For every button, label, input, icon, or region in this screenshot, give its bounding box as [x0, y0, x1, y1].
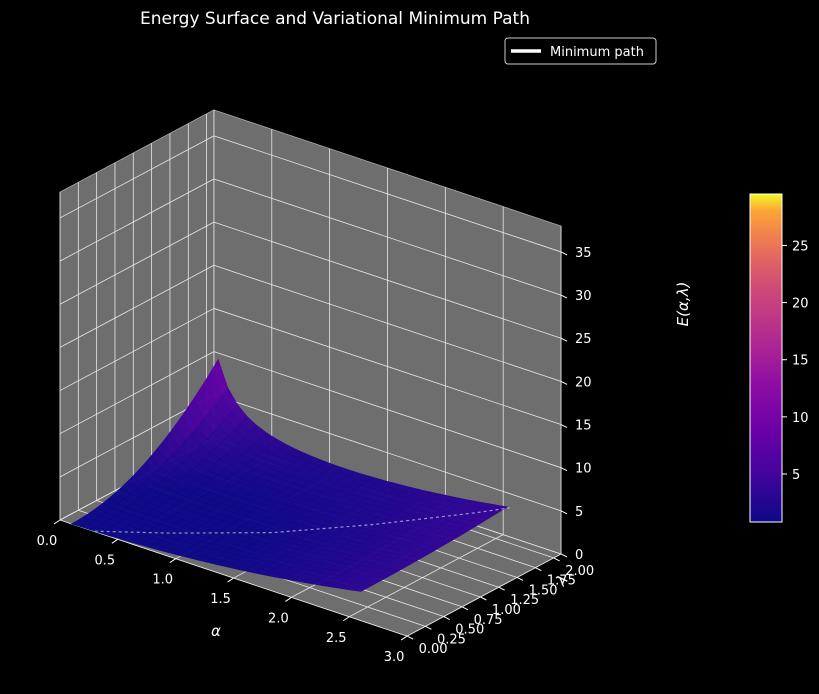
y-tick-mark — [461, 606, 469, 611]
colorbar-ticks: 5 10 15 20 25 — [782, 239, 809, 483]
y-tick-mark — [406, 635, 414, 640]
y-tick-mark — [480, 596, 487, 601]
grid-line-z — [59, 308, 215, 391]
colorbar: 5 10 15 20 25 — [749, 193, 809, 523]
colorbar-tick-label: 5 — [792, 468, 800, 483]
z-tick-mark — [560, 510, 568, 515]
colorbar-tick-label: 15 — [792, 354, 809, 369]
y-tick-label: 0.25 — [437, 632, 466, 647]
chart-title: Energy Surface and Variational Minimum P… — [140, 9, 530, 29]
z-tick-mark — [560, 467, 568, 472]
y-tick-label: 1.75 — [547, 574, 576, 589]
legend-box — [504, 37, 657, 65]
z-tick-label: 10 — [575, 462, 592, 477]
minimum-path-line — [94, 507, 510, 534]
grid-line-z — [213, 308, 562, 425]
x-tick-label: 2.0 — [268, 611, 289, 626]
z-tick-mark — [560, 294, 568, 299]
y-tick-mark — [553, 557, 560, 562]
x-tick-label: 0.5 — [95, 553, 116, 568]
z-tick-mark — [560, 251, 568, 256]
z-axis-ticks: 0 5 10 15 20 25 30 35 — [560, 246, 592, 563]
x-tick-mark — [53, 519, 61, 525]
grid-line-z — [59, 221, 215, 305]
y-tick-label: 0.00 — [419, 642, 448, 657]
grid-line-z — [213, 178, 562, 296]
x-tick-mark — [111, 538, 119, 544]
colorbar-tick-label: 25 — [792, 239, 809, 254]
y-tick-mark — [425, 625, 432, 630]
y-tick-label: 0.50 — [455, 623, 484, 638]
x-tick-mark — [342, 616, 350, 622]
x-tick-label: 0.0 — [37, 534, 58, 549]
grid-line-z — [213, 394, 562, 512]
y-tick-label: 1.00 — [492, 603, 521, 618]
grid-line-z — [213, 351, 562, 469]
z-tick-label: 25 — [575, 332, 592, 347]
y-tick-mark — [535, 567, 542, 572]
y-tick-mark — [498, 586, 505, 591]
colorbar-gradient — [749, 193, 783, 523]
legend: Minimum path — [504, 37, 657, 65]
z-tick-label: 35 — [575, 246, 592, 261]
x-axis-label: α — [211, 622, 221, 640]
z-tick-mark — [560, 380, 568, 385]
y-tick-mark — [443, 616, 450, 620]
grid-line-z — [59, 178, 215, 262]
y-tick-label: 2.00 — [565, 564, 594, 579]
z-tick-mark — [560, 424, 568, 428]
y-tick-label: 0.75 — [474, 613, 503, 628]
grid-line-z — [213, 221, 562, 339]
energy-surface — [70, 358, 509, 592]
y-tick-label: 1.50 — [529, 583, 558, 598]
colorbar-tick-label: 20 — [792, 297, 809, 312]
z-tick-label: 15 — [575, 419, 592, 434]
colorbar-tick-label: 10 — [792, 411, 809, 426]
z-tick-label: 0 — [575, 548, 583, 563]
z-tick-mark — [560, 553, 568, 558]
x-tick-label: 1.0 — [152, 573, 173, 588]
z-tick-label: 30 — [575, 289, 592, 304]
grid-line-z — [213, 135, 562, 253]
z-tick-label: 20 — [575, 375, 592, 390]
grid-line-z — [59, 264, 215, 348]
y-axis-ticks: 0.000.250.500.751.001.251.501.752.00 — [406, 557, 594, 657]
y-tick-mark — [516, 577, 524, 581]
x-tick-mark — [400, 635, 408, 641]
x-tick-label: 2.5 — [326, 631, 347, 646]
z-tick-label: 5 — [575, 505, 583, 520]
minimum-path — [94, 507, 510, 534]
y-tick-label: 1.25 — [510, 593, 539, 608]
z-tick-mark — [560, 337, 568, 342]
x-tick-mark — [227, 577, 234, 583]
x-tick-label: 1.5 — [210, 592, 231, 607]
legend-label: Minimum path — [550, 45, 644, 60]
surface-patch — [350, 586, 368, 592]
grid-line-z — [213, 264, 562, 382]
x-axis-ticks: 0.0 0.5 1.0 1.5 2.0 2.5 3.0 — [37, 519, 408, 665]
z-axis-label: E(α,λ) — [674, 282, 692, 327]
x-tick-mark — [285, 596, 292, 602]
grid-line-z — [59, 351, 215, 435]
grid-line-z — [59, 135, 215, 219]
x-tick-label: 3.0 — [384, 650, 405, 665]
x-tick-mark — [169, 558, 176, 564]
